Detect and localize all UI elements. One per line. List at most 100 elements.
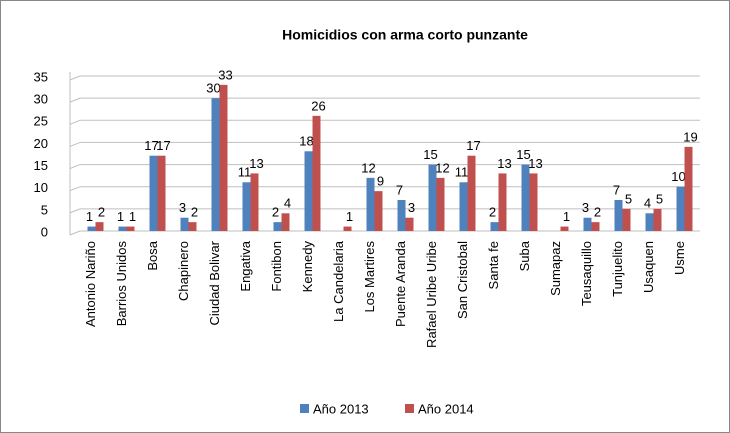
data-label: 11 <box>455 165 469 180</box>
bar <box>304 151 313 231</box>
bar <box>312 115 321 231</box>
data-label: 4 <box>644 196 651 211</box>
x-tick-label: Kennedy <box>300 241 315 293</box>
data-label: 12 <box>361 160 375 175</box>
data-label: 17 <box>466 138 480 153</box>
grid-line <box>69 230 81 236</box>
legend-label: Año 2014 <box>418 401 474 416</box>
bar <box>591 222 600 231</box>
bar <box>118 226 127 231</box>
grid-line <box>69 119 81 125</box>
bar <box>397 200 406 231</box>
data-label: 5 <box>625 191 632 206</box>
data-label: 1 <box>129 209 136 224</box>
x-tick-label: Sumapaz <box>548 241 563 296</box>
bar <box>405 217 414 231</box>
legend-swatch <box>405 404 414 413</box>
data-label: 15 <box>516 147 530 162</box>
bar <box>459 182 468 231</box>
bar <box>521 164 530 231</box>
data-label: 17 <box>144 138 158 153</box>
bar <box>490 222 499 231</box>
data-label: 10 <box>671 169 685 184</box>
data-label: 26 <box>311 98 325 113</box>
data-label: 13 <box>528 156 542 171</box>
data-label: 1 <box>86 209 93 224</box>
bar <box>157 155 166 231</box>
bar <box>250 173 259 231</box>
bar <box>653 208 662 231</box>
y-tick-label: 10 <box>34 180 48 195</box>
chart-title: Homicidios con arma corto punzante <box>282 27 528 43</box>
grid-line <box>69 186 81 192</box>
grid-line <box>69 97 81 103</box>
data-label: 2 <box>594 205 601 220</box>
data-label: 19 <box>683 129 697 144</box>
bar <box>188 222 197 231</box>
data-label: 2 <box>98 205 105 220</box>
y-tick-label: 15 <box>34 158 48 173</box>
y-tick-label: 35 <box>34 69 48 84</box>
bar <box>149 155 158 231</box>
x-tick-label: Antonio Nariño <box>83 241 98 327</box>
data-label: 2 <box>489 205 496 220</box>
x-tick-label: Engativa <box>238 240 253 291</box>
data-label: 13 <box>497 156 511 171</box>
x-tick-label: Los Martires <box>362 241 377 313</box>
bar <box>180 217 189 231</box>
data-label: 18 <box>299 134 313 149</box>
x-tick-label: Puente Aranda <box>393 240 408 327</box>
bar <box>374 191 383 231</box>
data-label: 1 <box>117 209 124 224</box>
x-tick-label: San Cristobal <box>455 241 470 319</box>
bar <box>242 182 251 231</box>
bar <box>95 222 104 231</box>
x-tick-label: Chapinero <box>176 241 191 301</box>
legend-label: Año 2013 <box>313 401 369 416</box>
bar <box>126 226 135 231</box>
data-label: 2 <box>191 205 198 220</box>
data-label: 9 <box>377 174 384 189</box>
grid-line <box>69 208 81 214</box>
data-label: 3 <box>179 200 186 215</box>
data-label: 7 <box>613 182 620 197</box>
x-tick-label: La Candelaria <box>331 240 346 322</box>
grid-line <box>69 141 81 147</box>
bar <box>281 213 290 231</box>
bar <box>219 84 228 231</box>
grid-line <box>69 164 81 170</box>
data-label: 1 <box>346 209 353 224</box>
data-label: 30 <box>206 81 220 96</box>
data-label: 17 <box>156 138 170 153</box>
x-tick-label: Usme <box>672 241 687 275</box>
data-label: 12 <box>435 160 449 175</box>
y-tick-label: 20 <box>34 136 48 151</box>
y-tick-label: 25 <box>34 114 48 129</box>
bar <box>560 226 569 231</box>
grid-line <box>69 75 81 81</box>
y-tick-label: 0 <box>41 224 48 239</box>
data-label: 33 <box>218 67 232 82</box>
x-tick-label: Usaquen <box>641 241 656 293</box>
bar <box>684 146 693 231</box>
data-label: 5 <box>656 191 663 206</box>
bar <box>428 164 437 231</box>
data-label: 4 <box>284 196 291 211</box>
x-tick-label: Barrios Unidos <box>114 241 129 327</box>
bar <box>343 226 352 231</box>
bar <box>645 213 654 231</box>
x-tick-label: Tunjuelito <box>610 241 625 297</box>
bar <box>87 226 96 231</box>
data-label: 3 <box>408 200 415 215</box>
x-tick-label: Rafael Uribe Uribe <box>424 241 439 348</box>
bar <box>498 173 507 231</box>
bar <box>676 186 685 231</box>
bar <box>583 217 592 231</box>
bar <box>366 177 375 231</box>
bar <box>529 173 538 231</box>
legend-swatch <box>300 404 309 413</box>
data-label: 2 <box>272 205 279 220</box>
x-tick-label: Ciudad Bolivar <box>207 240 222 325</box>
x-tick-label: Fontibon <box>269 241 284 292</box>
